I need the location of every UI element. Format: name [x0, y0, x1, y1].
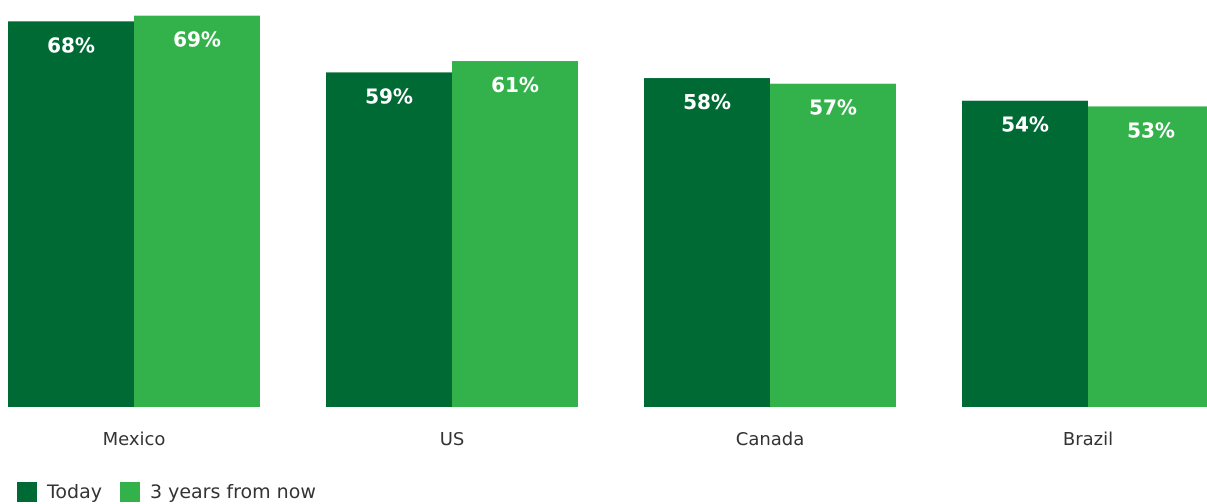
category-label-canada: Canada [736, 429, 805, 450]
legend-item-3-years-from-now: 3 years from now [119, 481, 316, 503]
category-label-mexico: Mexico [103, 429, 166, 450]
legend-swatch-3-years-from-now [119, 482, 140, 502]
data-label-canada-3-years-from-now: 57% [809, 96, 857, 120]
data-label-mexico-today: 68% [47, 33, 95, 57]
bar-brazil-today [962, 100, 1088, 407]
bar-brazil-3-years-from-now [1088, 106, 1207, 408]
data-label-us-3-years-from-now: 61% [491, 73, 539, 97]
legend: Today 3 years from now [17, 480, 334, 504]
data-label-brazil-today: 54% [1001, 113, 1049, 137]
category-label-brazil: Brazil [1063, 429, 1113, 450]
bar-us-today [326, 72, 452, 407]
bar-canada-today [644, 78, 770, 408]
bar-canada-3-years-from-now [770, 83, 896, 407]
legend-swatch-today [17, 482, 37, 502]
category-label-us: US [440, 429, 465, 450]
bar-mexico-today [8, 21, 134, 407]
legend-item-today: Today [17, 481, 102, 503]
data-label-mexico-3-years-from-now: 69% [173, 28, 221, 52]
data-label-brazil-3-years-from-now: 53% [1127, 118, 1175, 142]
data-label-canada-today: 58% [683, 90, 731, 114]
legend-label-today: Today [47, 481, 102, 503]
bar-us-3-years-from-now [452, 61, 578, 408]
bar-mexico-3-years-from-now [134, 15, 260, 408]
legend-label-3-years-from-now: 3 years from now [149, 481, 316, 503]
bar-chart: 68% 69% Mexico 59% 61% US 58% 57% Canada 54% 53% Br… [8, 15, 1207, 450]
data-label-us-today: 59% [365, 84, 413, 108]
